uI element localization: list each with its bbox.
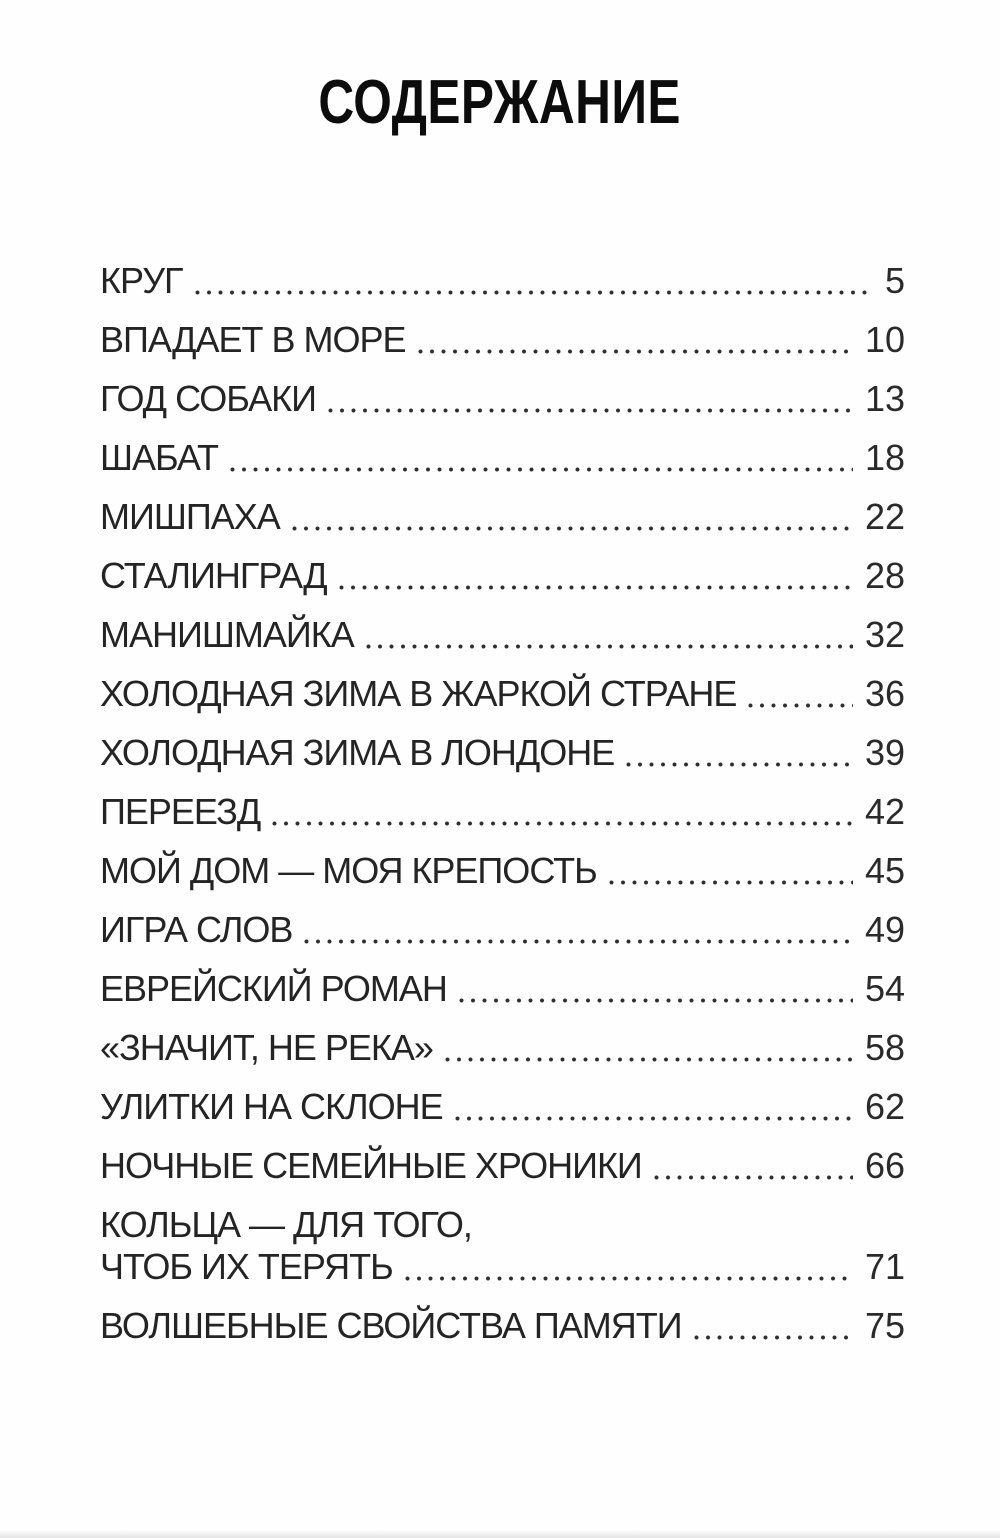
toc-entry: МИШПАХА 22 xyxy=(100,498,905,535)
toc-entry: ГОД СОБАКИ 13 xyxy=(100,380,905,417)
toc-entry-label: МИШПАХА xyxy=(100,496,281,537)
toc-entry-page: 28 xyxy=(864,555,905,596)
dot-leader xyxy=(406,321,865,358)
toc-entry-page: 13 xyxy=(864,378,905,419)
dot-leader xyxy=(393,1248,865,1285)
toc-entry-page: 45 xyxy=(864,850,905,891)
dot-leader xyxy=(597,852,865,889)
dot-leader xyxy=(280,498,865,535)
dot-leader xyxy=(614,734,865,771)
toc-entry-label-line2: ЧТОБ ИХ ТЕРЯТЬ xyxy=(100,1246,394,1287)
toc-entry: УЛИТКИ НА СКЛОНЕ 62 xyxy=(100,1088,905,1125)
toc-entry-label: ИГРА СЛОВ xyxy=(100,909,293,950)
toc-entry-label: ПЕРЕЕЗД xyxy=(100,791,261,832)
toc-page: СОДЕРЖАНИЕ КРУГ 5 ВПАДАЕТ В МОРЕ 10 ГОД … xyxy=(0,72,1000,1345)
toc-entry: НОЧНЫЕ СЕМЕЙНЫЕ ХРОНИКИ 66 xyxy=(100,1147,905,1184)
toc-entry: СТАЛИНГРАД 28 xyxy=(100,557,905,594)
toc-entry-page: 18 xyxy=(864,437,905,478)
dot-leader xyxy=(433,1029,865,1066)
toc-entry-label: ШАБАТ xyxy=(100,437,219,478)
toc-entry-page: 42 xyxy=(864,791,905,832)
toc-entry-page: 22 xyxy=(864,496,905,537)
table-of-contents: КРУГ 5 ВПАДАЕТ В МОРЕ 10 ГОД СОБАКИ 13 Ш… xyxy=(0,262,1000,1344)
toc-entry-page: 10 xyxy=(864,319,905,360)
toc-entry-page: 49 xyxy=(864,909,905,950)
toc-entry-label: МАНИШМАЙКА xyxy=(100,614,355,655)
toc-entry: МОЙ ДОМ — МОЯ КРЕПОСТЬ 45 xyxy=(100,852,905,889)
toc-entry-label: МОЙ ДОМ — МОЯ КРЕПОСТЬ xyxy=(100,850,598,891)
dot-leader xyxy=(443,1088,865,1125)
toc-entry: ВПАДАЕТ В МОРЕ 10 xyxy=(100,321,905,358)
toc-entry-page: 66 xyxy=(864,1145,905,1186)
toc-entry-label: СТАЛИНГРАД xyxy=(100,555,328,596)
toc-entry-label: «ЗНАЧИТ, НЕ РЕКА» xyxy=(100,1027,434,1068)
dot-leader xyxy=(292,911,865,948)
dot-leader xyxy=(260,793,865,830)
toc-entry-label: ВПАДАЕТ В МОРЕ xyxy=(100,319,407,360)
toc-entry-label: ХОЛОДНАЯ ЗИМА В ЖАРКОЙ СТРАНЕ xyxy=(100,673,737,714)
toc-entry-label: НОЧНЫЕ СЕМЕЙНЫЕ ХРОНИКИ xyxy=(100,1145,643,1186)
toc-entry: ПЕРЕЕЗД 42 xyxy=(100,793,905,830)
dot-leader xyxy=(447,970,865,1007)
toc-entry-page: 75 xyxy=(864,1305,905,1346)
dot-leader xyxy=(736,675,865,712)
toc-entry: ХОЛОДНАЯ ЗИМА В ЖАРКОЙ СТРАНЕ 36 xyxy=(100,675,905,712)
toc-entry: КРУГ 5 xyxy=(100,262,905,299)
dot-leader xyxy=(183,262,885,299)
page-title-text: СОДЕРЖАНИЕ xyxy=(318,68,682,137)
dot-leader xyxy=(682,1307,865,1344)
toc-entry-page: 71 xyxy=(864,1246,905,1287)
toc-entry: ЕВРЕЙСКИЙ РОМАН 54 xyxy=(100,970,905,1007)
toc-entry-page: 58 xyxy=(864,1027,905,1068)
dot-leader xyxy=(218,439,865,476)
toc-entry: КОЛЬЦА — ДЛЯ ТОГО, ЧТОБ ИХ ТЕРЯТЬ 71 xyxy=(100,1206,905,1285)
toc-entry-label: ХОЛОДНАЯ ЗИМА В ЛОНДОНЕ xyxy=(100,732,615,773)
dot-leader xyxy=(316,380,865,417)
toc-entry: ВОЛШЕБНЫЕ СВОЙСТВА ПАМЯТИ 75 xyxy=(100,1307,905,1344)
toc-entry-page: 54 xyxy=(864,968,905,1009)
page-title: СОДЕРЖАНИЕ xyxy=(0,72,1000,134)
toc-entry-page: 39 xyxy=(864,732,905,773)
toc-entry-page: 62 xyxy=(864,1086,905,1127)
dot-leader xyxy=(642,1147,865,1184)
toc-entry-page: 32 xyxy=(864,614,905,655)
toc-entry: ШАБАТ 18 xyxy=(100,439,905,476)
toc-entry-label: ВОЛШЕБНЫЕ СВОЙСТВА ПАМЯТИ xyxy=(100,1305,683,1346)
toc-entry: ИГРА СЛОВ 49 xyxy=(100,911,905,948)
toc-entry-label: УЛИТКИ НА СКЛОНЕ xyxy=(100,1086,444,1127)
toc-entry-page: 5 xyxy=(884,260,905,301)
toc-entry: ХОЛОДНАЯ ЗИМА В ЛОНДОНЕ 39 xyxy=(100,734,905,771)
toc-entry-page: 36 xyxy=(864,673,905,714)
toc-entry-label: КРУГ xyxy=(100,260,184,301)
toc-entry-label: ЕВРЕЙСКИЙ РОМАН xyxy=(100,968,448,1009)
dot-leader xyxy=(327,557,865,594)
toc-entry: «ЗНАЧИТ, НЕ РЕКА» 58 xyxy=(100,1029,905,1066)
toc-entry-second-line: ЧТОБ ИХ ТЕРЯТЬ 71 xyxy=(100,1248,905,1285)
toc-entry-label: ГОД СОБАКИ xyxy=(100,378,317,419)
toc-entry: МАНИШМАЙКА 32 xyxy=(100,616,905,653)
dot-leader xyxy=(354,616,865,653)
toc-entry-label-line1: КОЛЬЦА — ДЛЯ ТОГО, xyxy=(100,1204,473,1245)
